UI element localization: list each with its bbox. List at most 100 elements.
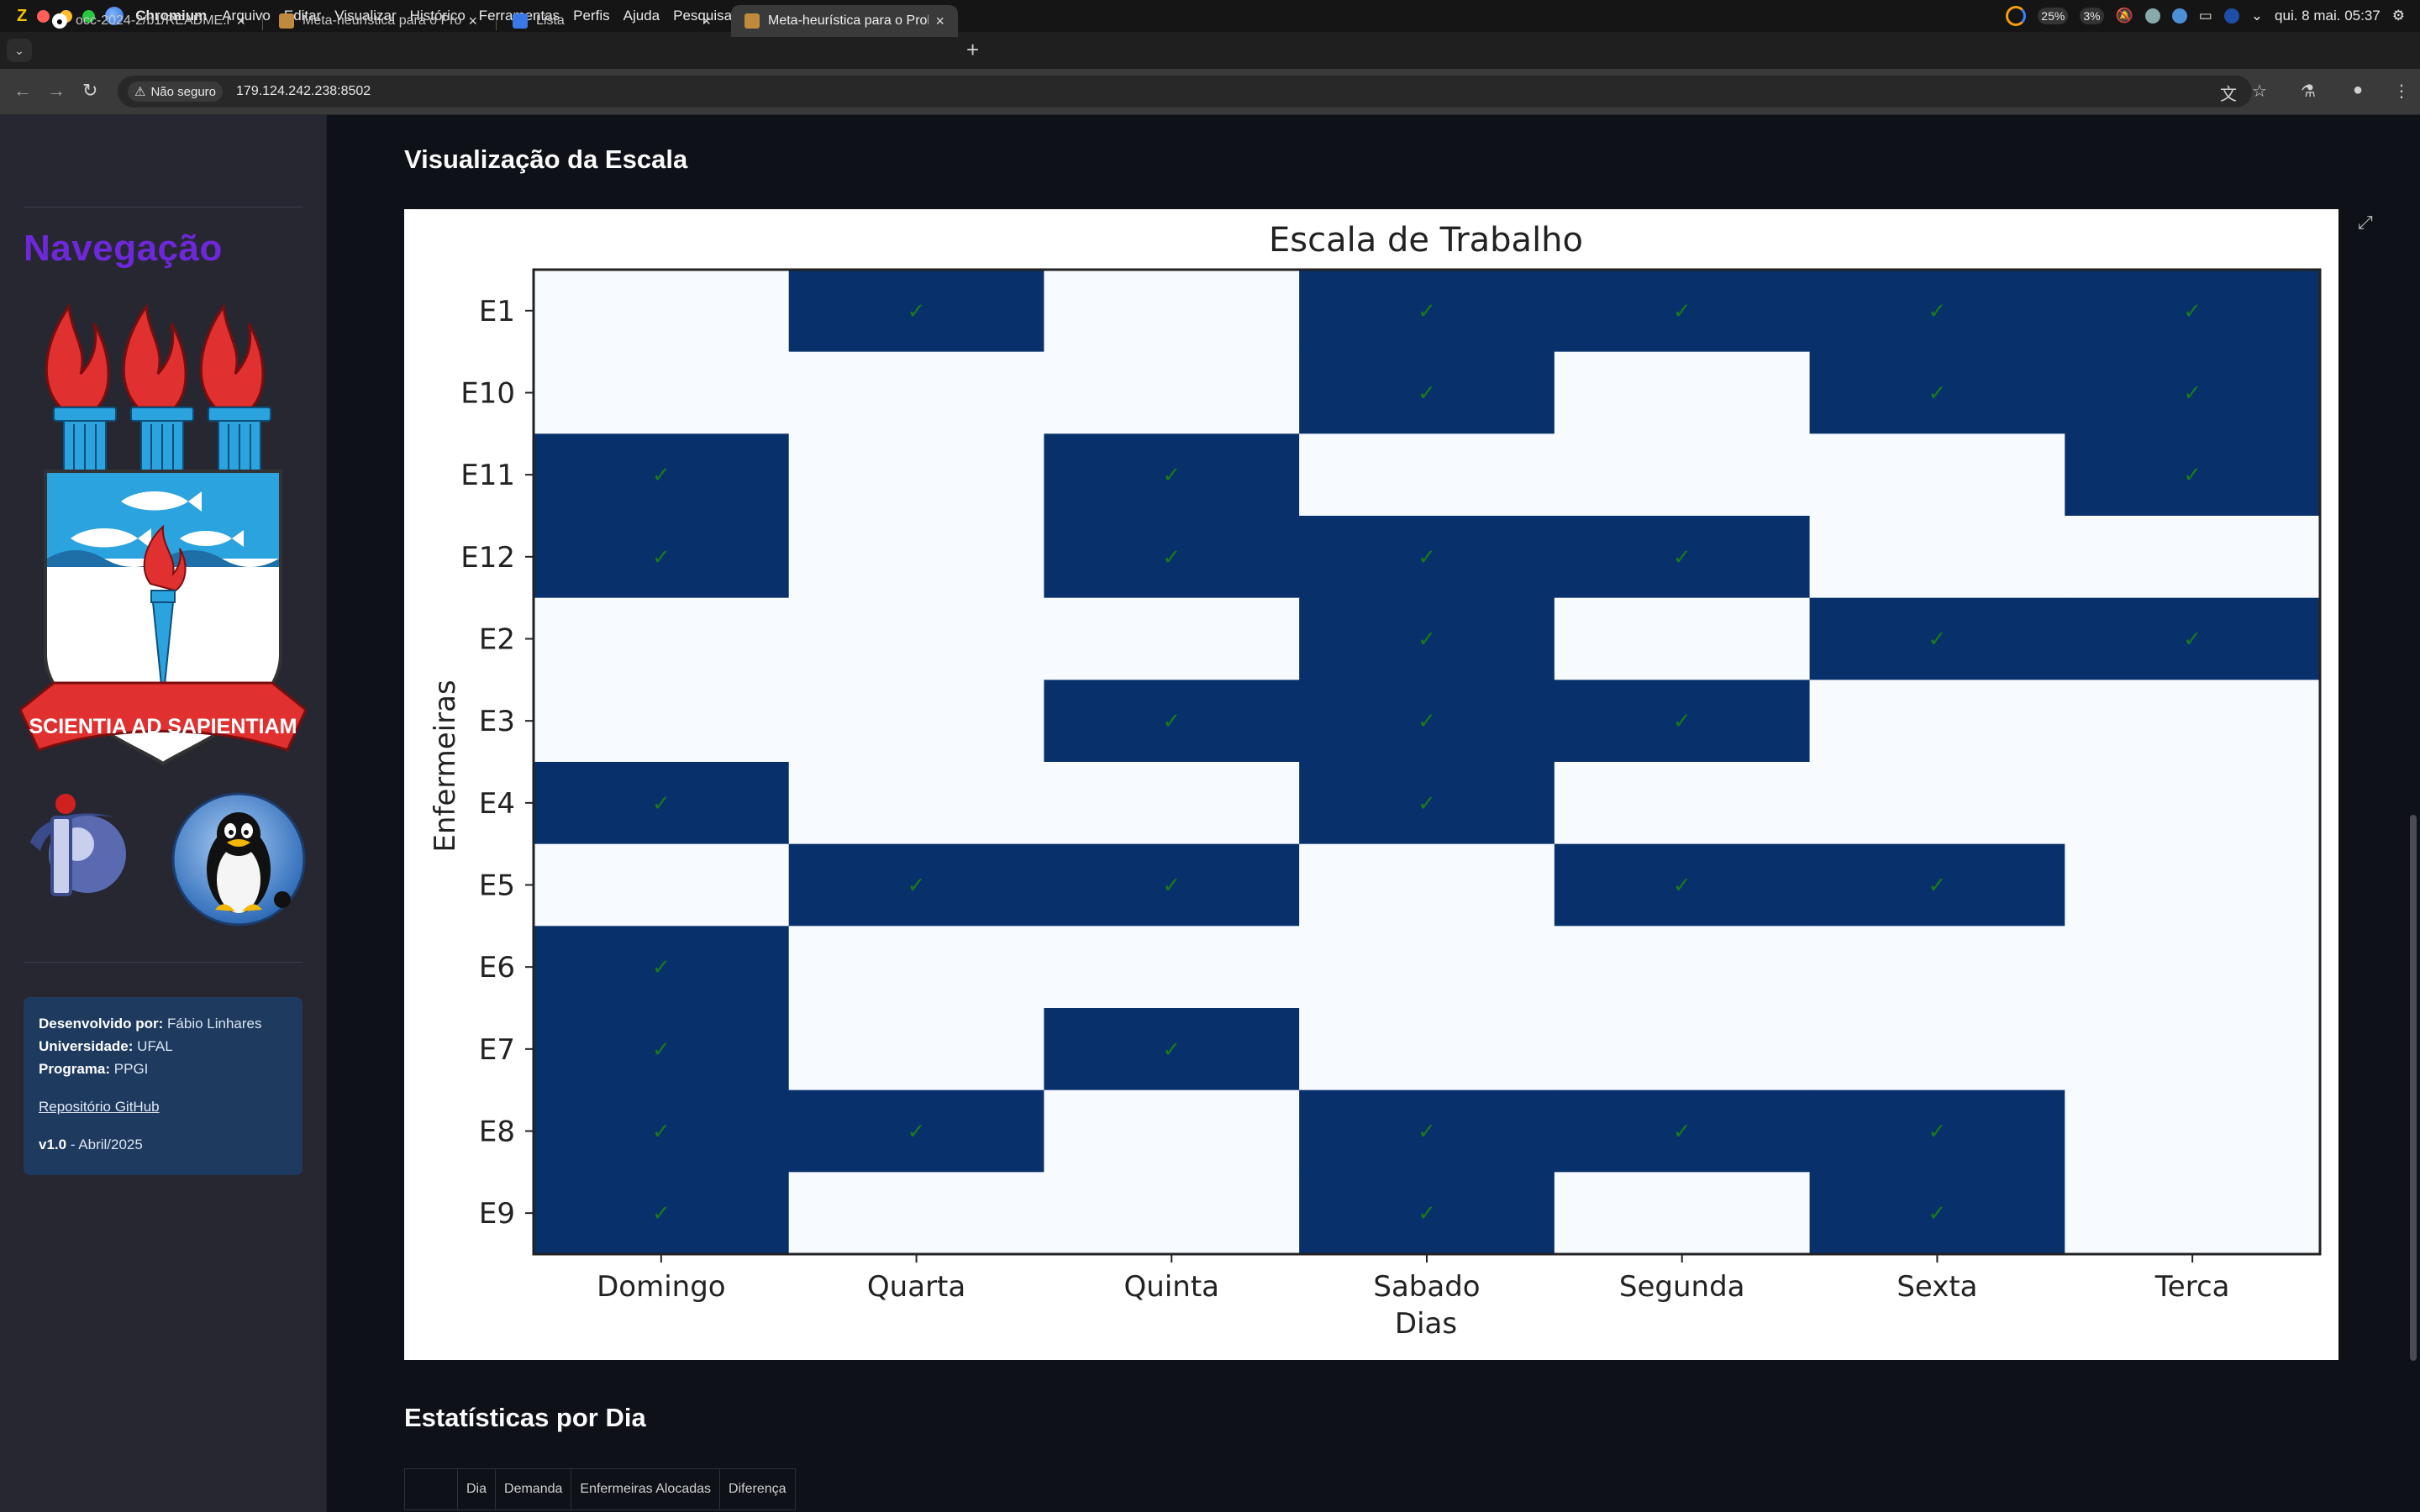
tab-title: occ-2024-2/b1/README.md [76, 13, 230, 28]
heatmap-cell [1809, 762, 2065, 845]
y-tick-label: E7 [479, 1033, 515, 1067]
heatmap-cell [1044, 351, 1300, 434]
heatmap-cell [788, 1089, 1045, 1173]
column-header[interactable]: Enfermeiras Alocadas [571, 1468, 721, 1510]
forward-arrow-icon[interactable]: → [47, 80, 66, 101]
tab[interactable]: Lista × [499, 5, 724, 37]
heatmap-cell [1044, 516, 1300, 599]
check-mark: ✓ [1928, 1201, 1947, 1226]
more-menu-icon[interactable]: ⋮ [2393, 82, 2410, 101]
menu-item[interactable]: Histórico [409, 8, 466, 24]
window-zoom-icon[interactable] [82, 9, 96, 23]
fullscreen-expand-icon[interactable]: ⤢ [2358, 212, 2373, 233]
version-number: v1.0 [39, 1137, 67, 1152]
heatmap-cell [1809, 926, 2065, 1009]
heatmap-cell [1809, 843, 2065, 927]
y-tick-label: E3 [479, 705, 515, 738]
heatmap-cell [1299, 1089, 1555, 1173]
university-line: Universidade: UFAL [39, 1035, 287, 1058]
heatmap-cell [534, 1008, 790, 1091]
cpu-usage[interactable]: 25% [2038, 8, 2069, 24]
heatmap-cell [1299, 762, 1555, 845]
close-tab-icon[interactable]: × [236, 12, 245, 29]
y-tick-label: E5 [479, 869, 515, 903]
index-column-header[interactable] [404, 1468, 458, 1510]
check-mark: ✓ [1673, 545, 1691, 570]
column-header[interactable]: Dia [456, 1468, 497, 1510]
section-title: Visualização da Escala [404, 144, 688, 174]
back-arrow-icon[interactable]: ← [13, 80, 32, 101]
heatmap-cell [1809, 680, 2065, 763]
heatmap-cell [1044, 1089, 1300, 1173]
check-mark: ✓ [1673, 1120, 1691, 1145]
translate-icon[interactable]: 文 [2220, 86, 2237, 104]
menu-item[interactable]: Perfis [573, 8, 610, 24]
crest-motto: SCIENTIA AD SAPIENTIAM [29, 715, 297, 738]
tray-app-icon[interactable] [2171, 8, 2187, 24]
address-bar[interactable]: ⚠ Não seguro 179.124.242.238:8502 [118, 76, 2252, 108]
column-header[interactable]: Diferença [719, 1468, 796, 1510]
profile-icon[interactable]: ● [2353, 81, 2364, 99]
url-text[interactable]: 179.124.242.238:8502 [236, 84, 371, 98]
menu-item[interactable]: Visualizar [334, 8, 397, 24]
heatmap-cell [2065, 1172, 2321, 1255]
settings-gear-icon[interactable]: ⚙ [2391, 8, 2405, 24]
bell-off-icon[interactable]: 🔕 [2115, 8, 2133, 24]
tab[interactable]: Meta-heurística para o Problema × [266, 5, 491, 37]
ufal-crest-logo: SCIENTIA AD SAPIENTIAM [20, 302, 306, 766]
battery-icon[interactable]: ▭ [2198, 8, 2212, 24]
check-mark: ✓ [1162, 463, 1181, 488]
tab-separator [262, 13, 263, 30]
check-mark: ✓ [652, 1037, 671, 1063]
chevron-down-icon[interactable]: ⌄ [2250, 8, 2264, 24]
github-repo-link[interactable]: Repositório GitHub [39, 1099, 160, 1115]
clock[interactable]: qui. 8 mai. 05:37 [2275, 8, 2381, 24]
check-mark: ✓ [1928, 627, 1947, 653]
heatmap-cell [1299, 1172, 1555, 1255]
check-mark: ✓ [1928, 1120, 1947, 1145]
heatmap-cell [1044, 762, 1300, 845]
heatmap-cell [788, 516, 1045, 599]
intel-icon[interactable] [2223, 8, 2239, 24]
page-scrollbar[interactable] [2410, 815, 2417, 1361]
menu-item[interactable]: Ajuda [623, 8, 660, 24]
window-close-icon[interactable] [37, 9, 50, 23]
reload-icon[interactable]: ↻ [82, 80, 98, 101]
labs-flask-icon[interactable]: ⚗ [2301, 82, 2316, 101]
program-name: PPGI [113, 1061, 149, 1077]
new-tab-plus-icon[interactable]: + [966, 37, 980, 62]
heatmap-cell [788, 926, 1045, 1009]
close-tab-icon[interactable]: × [468, 12, 477, 29]
y-tick-label: E10 [460, 377, 515, 411]
heatmap-cell [1044, 680, 1300, 763]
check-mark: ✓ [908, 299, 926, 324]
heatmap-cell [788, 270, 1045, 353]
app-menu-name[interactable]: Chromium [135, 8, 208, 24]
tab[interactable]: ● occ-2024-2/b1/README.md × [39, 5, 259, 37]
heatmap-cell [1554, 926, 1811, 1009]
zed-launcher-icon[interactable]: Z [17, 6, 28, 25]
menu-item[interactable]: Pesquisar [673, 8, 737, 24]
chromium-app-icon [105, 7, 124, 25]
heatmap-cell [1299, 1008, 1555, 1091]
close-tab-icon[interactable]: × [935, 12, 944, 29]
y-tick-label: E11 [460, 459, 515, 492]
heatmap-cell [1044, 433, 1300, 517]
heatmap-cell [2065, 926, 2321, 1009]
check-mark: ✓ [1928, 381, 1947, 407]
security-indicator[interactable]: ⚠ Não seguro [128, 81, 224, 102]
check-mark: ✓ [1928, 299, 1947, 324]
tray-app-icon[interactable] [2144, 8, 2160, 24]
memory-usage[interactable]: 3% [2080, 8, 2104, 24]
close-tab-icon[interactable]: × [702, 12, 711, 29]
heatmap-cell [1554, 1089, 1811, 1173]
heatmap-cell [788, 762, 1045, 845]
cpu-ring-icon[interactable] [2006, 6, 2027, 26]
version-line: v1.0 - Abril/2025 [39, 1133, 287, 1156]
menu-item[interactable]: Arquivo [222, 8, 271, 24]
tab-search-button[interactable]: ⌄ [7, 39, 32, 62]
column-header[interactable]: Demanda [495, 1468, 572, 1510]
bookmark-star-icon[interactable]: ☆ [2252, 82, 2267, 101]
heatmap-cell [788, 1172, 1045, 1255]
tab-active[interactable]: Meta-heurística para o Problema × [731, 5, 958, 37]
